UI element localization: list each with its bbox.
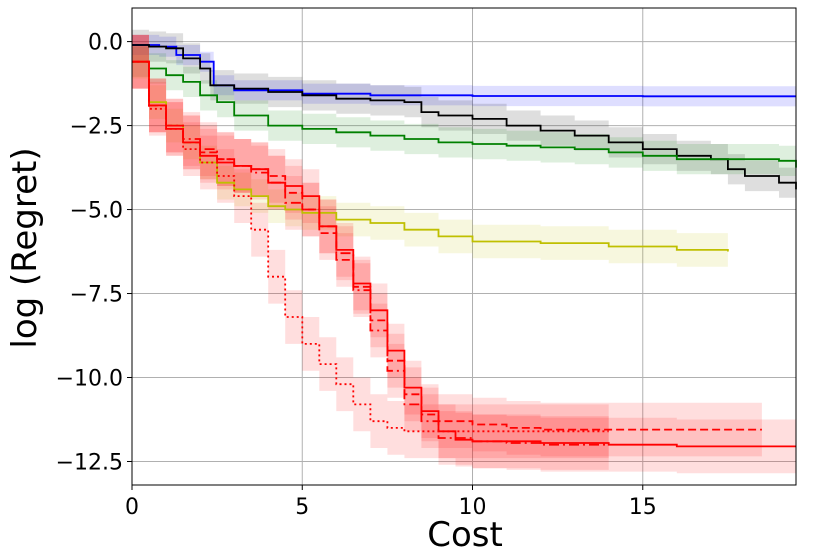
y-axis-label: log (Regret) xyxy=(5,147,45,348)
band-red-dashed xyxy=(132,34,762,457)
band-yellow xyxy=(132,45,728,269)
y-tick-label: −12.5 xyxy=(56,450,123,475)
axis-ticks: 0 5 10 15 0.0 −2.5 −5.0 −7.5 −10.0 −12.5 xyxy=(56,31,657,520)
series-line-green xyxy=(132,60,797,168)
x-axis-label: Cost xyxy=(427,515,503,554)
band-blue xyxy=(132,34,796,107)
series-line-black xyxy=(132,44,797,190)
y-tick-label: 0.0 xyxy=(88,31,123,56)
y-tick-label: −5.0 xyxy=(70,199,123,224)
x-tick-label: 10 xyxy=(459,495,487,520)
plot-frame xyxy=(131,7,797,486)
series-lines xyxy=(132,44,797,448)
x-tick-label: 15 xyxy=(629,495,657,520)
series-line-red-dashdot xyxy=(132,60,609,446)
grid-lines xyxy=(131,8,796,485)
series-line-red-dotted xyxy=(132,60,609,433)
band-red-dotted xyxy=(132,34,609,459)
x-tick-label: 0 xyxy=(125,495,139,520)
band-red-dashdot xyxy=(132,34,609,472)
y-tick-label: −10.0 xyxy=(56,367,123,392)
band-black xyxy=(132,29,796,205)
y-tick-label: −7.5 xyxy=(70,283,123,308)
x-tick-label: 5 xyxy=(295,495,309,520)
y-tick-label: −2.5 xyxy=(70,115,123,140)
band-green xyxy=(132,46,796,183)
series-line-red-dashed xyxy=(132,60,762,431)
